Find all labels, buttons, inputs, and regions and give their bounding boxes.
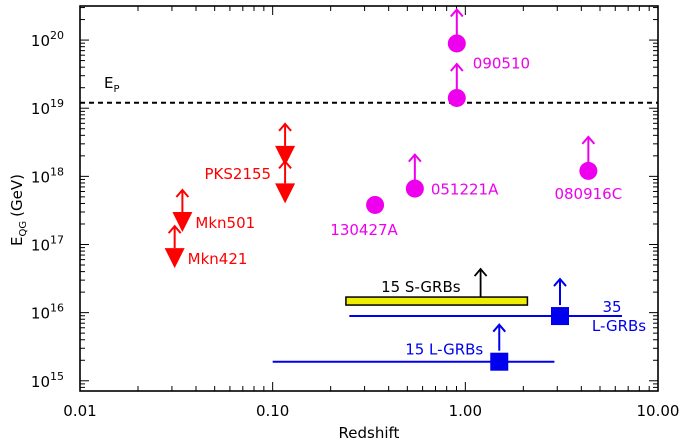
grb-point <box>447 88 466 107</box>
upper-limit-arrow-head <box>581 135 596 145</box>
upper-limit-arrow-head <box>450 7 464 18</box>
upper-limit-arrow-head <box>278 122 292 132</box>
blazar-point <box>164 248 185 269</box>
y-axis-label: EQG (GeV) <box>8 174 29 246</box>
x-tick-label: 10.00 <box>637 402 680 420</box>
grb-label: 080916C <box>554 185 622 203</box>
upper-limit-arrow-head <box>167 224 182 234</box>
x-tick-label: 0.10 <box>256 402 289 420</box>
grb-point <box>366 195 385 214</box>
grb-label: 051221A <box>431 181 499 199</box>
long-grb-label: 15 L-GRBs <box>405 341 483 359</box>
blazar-label: Mkn501 <box>195 214 255 232</box>
grb-point <box>447 34 466 53</box>
ep-label-main: E <box>104 74 113 92</box>
long-grb-label: L-GRBs <box>592 317 646 335</box>
grb-label: 130427A <box>330 221 398 239</box>
y-tick-label: 1020 <box>31 29 64 50</box>
y-tick-label: 1016 <box>31 302 64 323</box>
ep-label: EP <box>104 74 120 95</box>
y-tick-label: 1015 <box>31 370 64 391</box>
y-axis-label-unit: (GeV) <box>8 174 26 217</box>
upper-limit-arrow-head <box>553 277 567 287</box>
long-grb-label: 35 <box>602 298 621 316</box>
y-tick-label: 1018 <box>31 165 64 186</box>
upper-limit-arrow-head <box>175 188 190 198</box>
x-axis-label: Redshift <box>339 424 400 442</box>
ep-label-sub: P <box>113 84 119 95</box>
y-tick-label: 1019 <box>31 97 64 118</box>
blazar-label: Mkn421 <box>188 250 248 268</box>
grb-label: 090510 <box>473 54 530 72</box>
short-grb-band <box>345 296 529 306</box>
long-grb-marker <box>490 352 509 371</box>
upper-limit-arrow-head <box>408 153 422 163</box>
plot-frame <box>79 5 659 392</box>
grb-point <box>579 161 598 180</box>
blazar-point <box>275 145 296 166</box>
upper-limit-arrow-head <box>473 267 488 277</box>
axis-ticks: 0.01 0.10 1.00 10.00 1015 1016 1017 1018 1019 102… <box>31 6 680 420</box>
upper-limit-arrow-head <box>450 62 464 72</box>
y-axis-label-main: E <box>8 236 26 245</box>
long-grb-marker <box>551 307 570 326</box>
upper-limit-arrow-head <box>492 323 507 333</box>
data-marks: 15 S-GRBs 35L-GRBs 15 L-GRBs 090510 080916C 0… <box>80 7 658 371</box>
upper-limit-arrow-head <box>278 159 292 170</box>
blazar-point <box>275 183 296 204</box>
blazar-label: PKS2155 <box>205 165 272 183</box>
grb-point <box>405 179 424 198</box>
y-tick-label: 1017 <box>31 233 64 254</box>
y-axis-label-sub: QG <box>18 221 29 237</box>
short-grb-label: 15 S-GRBs <box>381 278 461 296</box>
blazar-point <box>172 212 193 233</box>
x-tick-label: 0.01 <box>63 402 96 420</box>
svg-text:EQG(GeV): EQG (GeV) <box>8 174 29 246</box>
x-tick-label: 1.00 <box>449 402 482 420</box>
